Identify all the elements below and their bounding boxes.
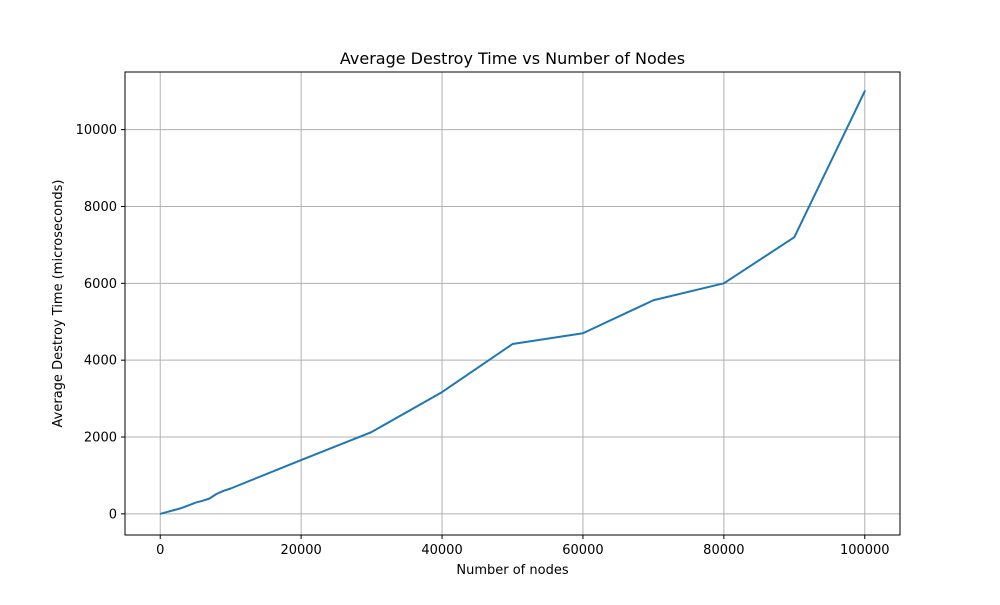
y-tick-label: 0 [109, 507, 117, 522]
plot-frame [124, 71, 901, 536]
x-tick-label: 20000 [280, 543, 321, 558]
grid [125, 72, 900, 535]
series-layer [159, 90, 866, 515]
x-tick-label: 40000 [421, 543, 462, 558]
y-tick-label: 4000 [84, 354, 117, 369]
x-tick-label: 60000 [562, 543, 603, 558]
y-tick-label: 2000 [84, 431, 117, 446]
chart-title: Average Destroy Time vs Number of Nodes [340, 49, 685, 68]
y-axis-title: Average Destroy Time (microseconds) [51, 180, 66, 428]
x-axis-title: Number of nodes [456, 563, 568, 578]
y-tick-label: 8000 [84, 200, 117, 215]
x-tick-label: 100000 [840, 543, 890, 558]
series-line [159, 90, 866, 515]
y-tick-label: 10000 [76, 123, 117, 138]
x-tick-label: 0 [156, 543, 164, 558]
ticks: 0 20000 40000 60000 80000 100000 0 2000 4000 6000… [76, 123, 890, 558]
x-tick-label: 80000 [703, 543, 744, 558]
y-tick-label: 6000 [84, 277, 117, 292]
